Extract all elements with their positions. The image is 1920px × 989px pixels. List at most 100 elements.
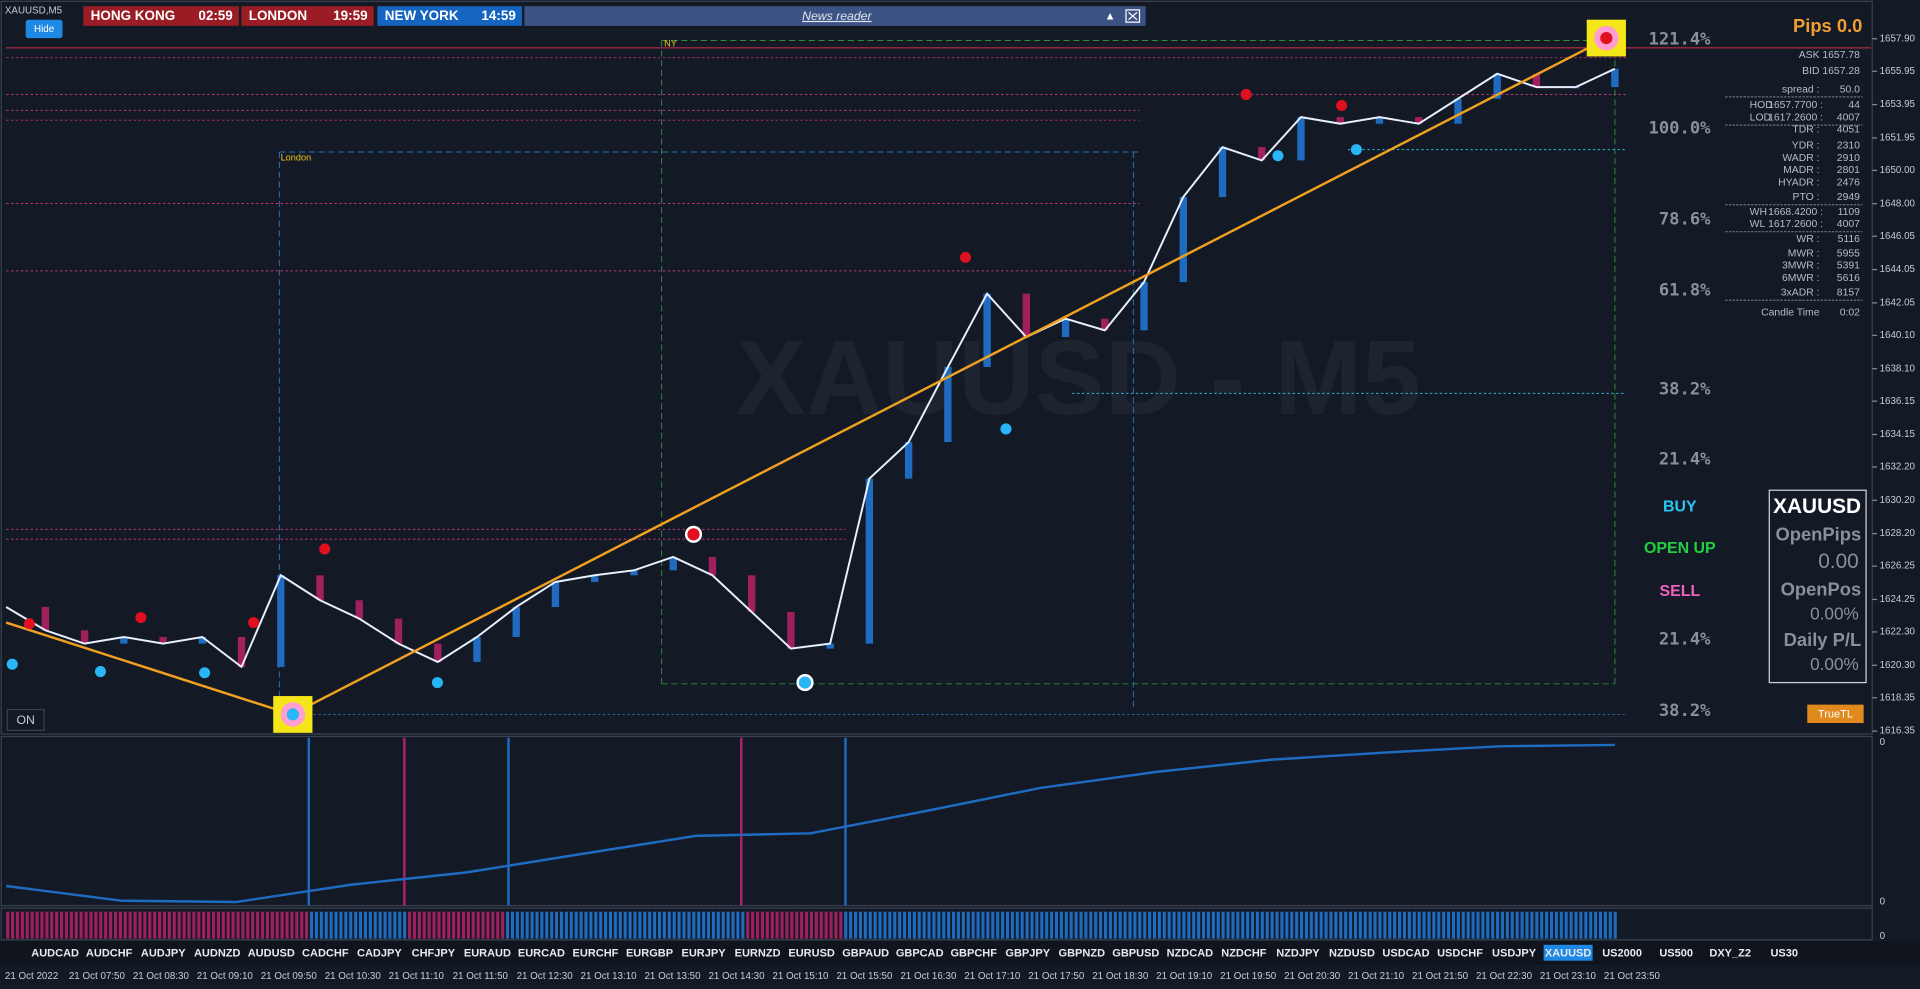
y-tick-label: 1626.25	[1880, 561, 1916, 572]
symbol-button[interactable]: AUDCAD	[31, 947, 79, 959]
strip-bar	[138, 911, 142, 939]
symbol-button[interactable]: NZDCHF	[1221, 947, 1267, 959]
on-button[interactable]	[6, 708, 45, 731]
symbol-button[interactable]: USDJPY	[1492, 947, 1537, 959]
y-tick-label: 1640.10	[1880, 330, 1916, 341]
strip-bar	[937, 911, 941, 939]
box-symbol: XAUUSD	[1773, 495, 1861, 518]
symbol-button[interactable]: EURUSD	[788, 947, 835, 959]
symbol-button[interactable]: GBPJPY	[1005, 947, 1050, 959]
symbol-button[interactable]: GBPUSD	[1112, 947, 1159, 959]
symbol-active-bg[interactable]	[1543, 944, 1593, 961]
strip-bar	[74, 911, 78, 939]
clock-time: 19:59	[333, 8, 367, 23]
symbol-button[interactable]: US500	[1659, 947, 1693, 959]
collapse-icon[interactable]: ▲	[1105, 11, 1116, 23]
symbol-button[interactable]: DXY_Z2	[1709, 947, 1751, 959]
fib-label: 100.0%	[1649, 119, 1712, 139]
strip-bar	[501, 911, 505, 939]
strip-bar	[1432, 911, 1436, 939]
info-value: 5391	[1837, 261, 1860, 272]
strip-bar	[84, 911, 88, 939]
strip-bar	[1481, 911, 1485, 939]
strip-bar	[309, 911, 314, 939]
hide-button[interactable]	[25, 19, 63, 39]
dot	[319, 543, 331, 555]
strip-bar	[104, 911, 108, 939]
levels	[6, 40, 1871, 715]
news-reader[interactable]: News reader	[802, 9, 872, 23]
symbol-button[interactable]: US2000	[1602, 947, 1642, 959]
symbol-button[interactable]: US30	[1770, 947, 1798, 959]
truetl-button[interactable]	[1807, 704, 1864, 724]
strip-bar	[339, 911, 343, 939]
histogram-strip	[6, 911, 1617, 939]
strip-bar	[1549, 911, 1554, 939]
strip-bar	[780, 911, 784, 939]
symbol-button[interactable]: EURNZD	[735, 947, 781, 959]
news-reader-bar[interactable]	[524, 6, 1146, 26]
symbol-bar	[0, 941, 1920, 965]
strip-bar	[1295, 911, 1299, 939]
truetl-label[interactable]: TrueTL	[1818, 708, 1853, 720]
candle	[80, 630, 89, 644]
symbol-button[interactable]: NZDJPY	[1276, 947, 1320, 959]
symbol-button[interactable]: AUDCHF	[86, 947, 133, 959]
symbol-button[interactable]: CADJPY	[357, 947, 402, 959]
strip-bar	[898, 911, 902, 939]
clock-time: 14:59	[481, 8, 515, 23]
strip-bar	[20, 911, 24, 939]
hide-button-label[interactable]: Hide	[34, 24, 55, 35]
symbol-button[interactable]: GBPAUD	[842, 947, 889, 959]
strip-bar	[1285, 911, 1289, 939]
time-label: 21 Oct 23:50	[1604, 971, 1661, 982]
symbol-button[interactable]: GBPCAD	[896, 947, 944, 959]
candle	[708, 556, 717, 576]
strip-bar	[976, 911, 980, 939]
symbol-button[interactable]: AUDUSD	[248, 947, 295, 959]
dot	[1272, 150, 1284, 162]
symbol-button[interactable]: CHFJPY	[412, 947, 456, 959]
time-label: 21 Oct 14:30	[708, 971, 765, 982]
time-label: 21 Oct 19:10	[1156, 971, 1213, 982]
strip-bar	[275, 911, 279, 939]
symbol-button[interactable]: USDCAD	[1382, 947, 1429, 959]
strip-bar	[383, 911, 387, 939]
strip-bar	[604, 911, 608, 939]
symbol-button[interactable]: USDCHF	[1437, 947, 1483, 959]
strip-bar	[667, 911, 671, 939]
symbol-button[interactable]: AUDJPY	[141, 947, 186, 959]
strip-bar	[133, 911, 137, 939]
on-button-label[interactable]: ON	[17, 713, 35, 727]
strip-bar	[1118, 911, 1122, 939]
symbol-button[interactable]: AUDNZD	[194, 947, 241, 959]
symbol-button[interactable]: CADCHF	[302, 947, 349, 959]
symbol-button[interactable]: NZDUSD	[1329, 947, 1375, 959]
symbol-button[interactable]: EURCHF	[573, 947, 619, 959]
dot	[960, 251, 972, 263]
strip-bar	[1216, 911, 1220, 939]
strip-bar	[682, 911, 686, 939]
strip-bar	[559, 911, 564, 939]
strip-bar	[113, 911, 118, 939]
strip-bar	[172, 911, 176, 939]
strip-bar	[1001, 911, 1005, 939]
symbol-button[interactable]: XAUUSD	[1545, 947, 1592, 959]
symbol-button[interactable]: EURGBP	[626, 947, 673, 959]
symbol-button[interactable]: EURAUD	[464, 947, 511, 959]
strip-bar	[1138, 911, 1142, 939]
strip-bar	[1260, 911, 1264, 939]
dot	[684, 525, 703, 543]
strip-bar	[280, 911, 284, 939]
time-label: 21 Oct 16:30	[900, 971, 957, 982]
close-icon[interactable]	[1125, 9, 1141, 23]
symbol-button[interactable]: EURJPY	[682, 947, 727, 959]
symbol-button[interactable]: EURCAD	[518, 947, 565, 959]
symbol-button[interactable]: GBPCHF	[950, 947, 997, 959]
symbol-button[interactable]: NZDCAD	[1167, 947, 1214, 959]
strip-bar	[1128, 911, 1132, 939]
symbol-button[interactable]: GBPNZD	[1059, 947, 1106, 959]
strip-bar	[437, 911, 441, 939]
close-icon-x[interactable]	[1128, 11, 1138, 21]
strip-bar	[849, 911, 853, 939]
